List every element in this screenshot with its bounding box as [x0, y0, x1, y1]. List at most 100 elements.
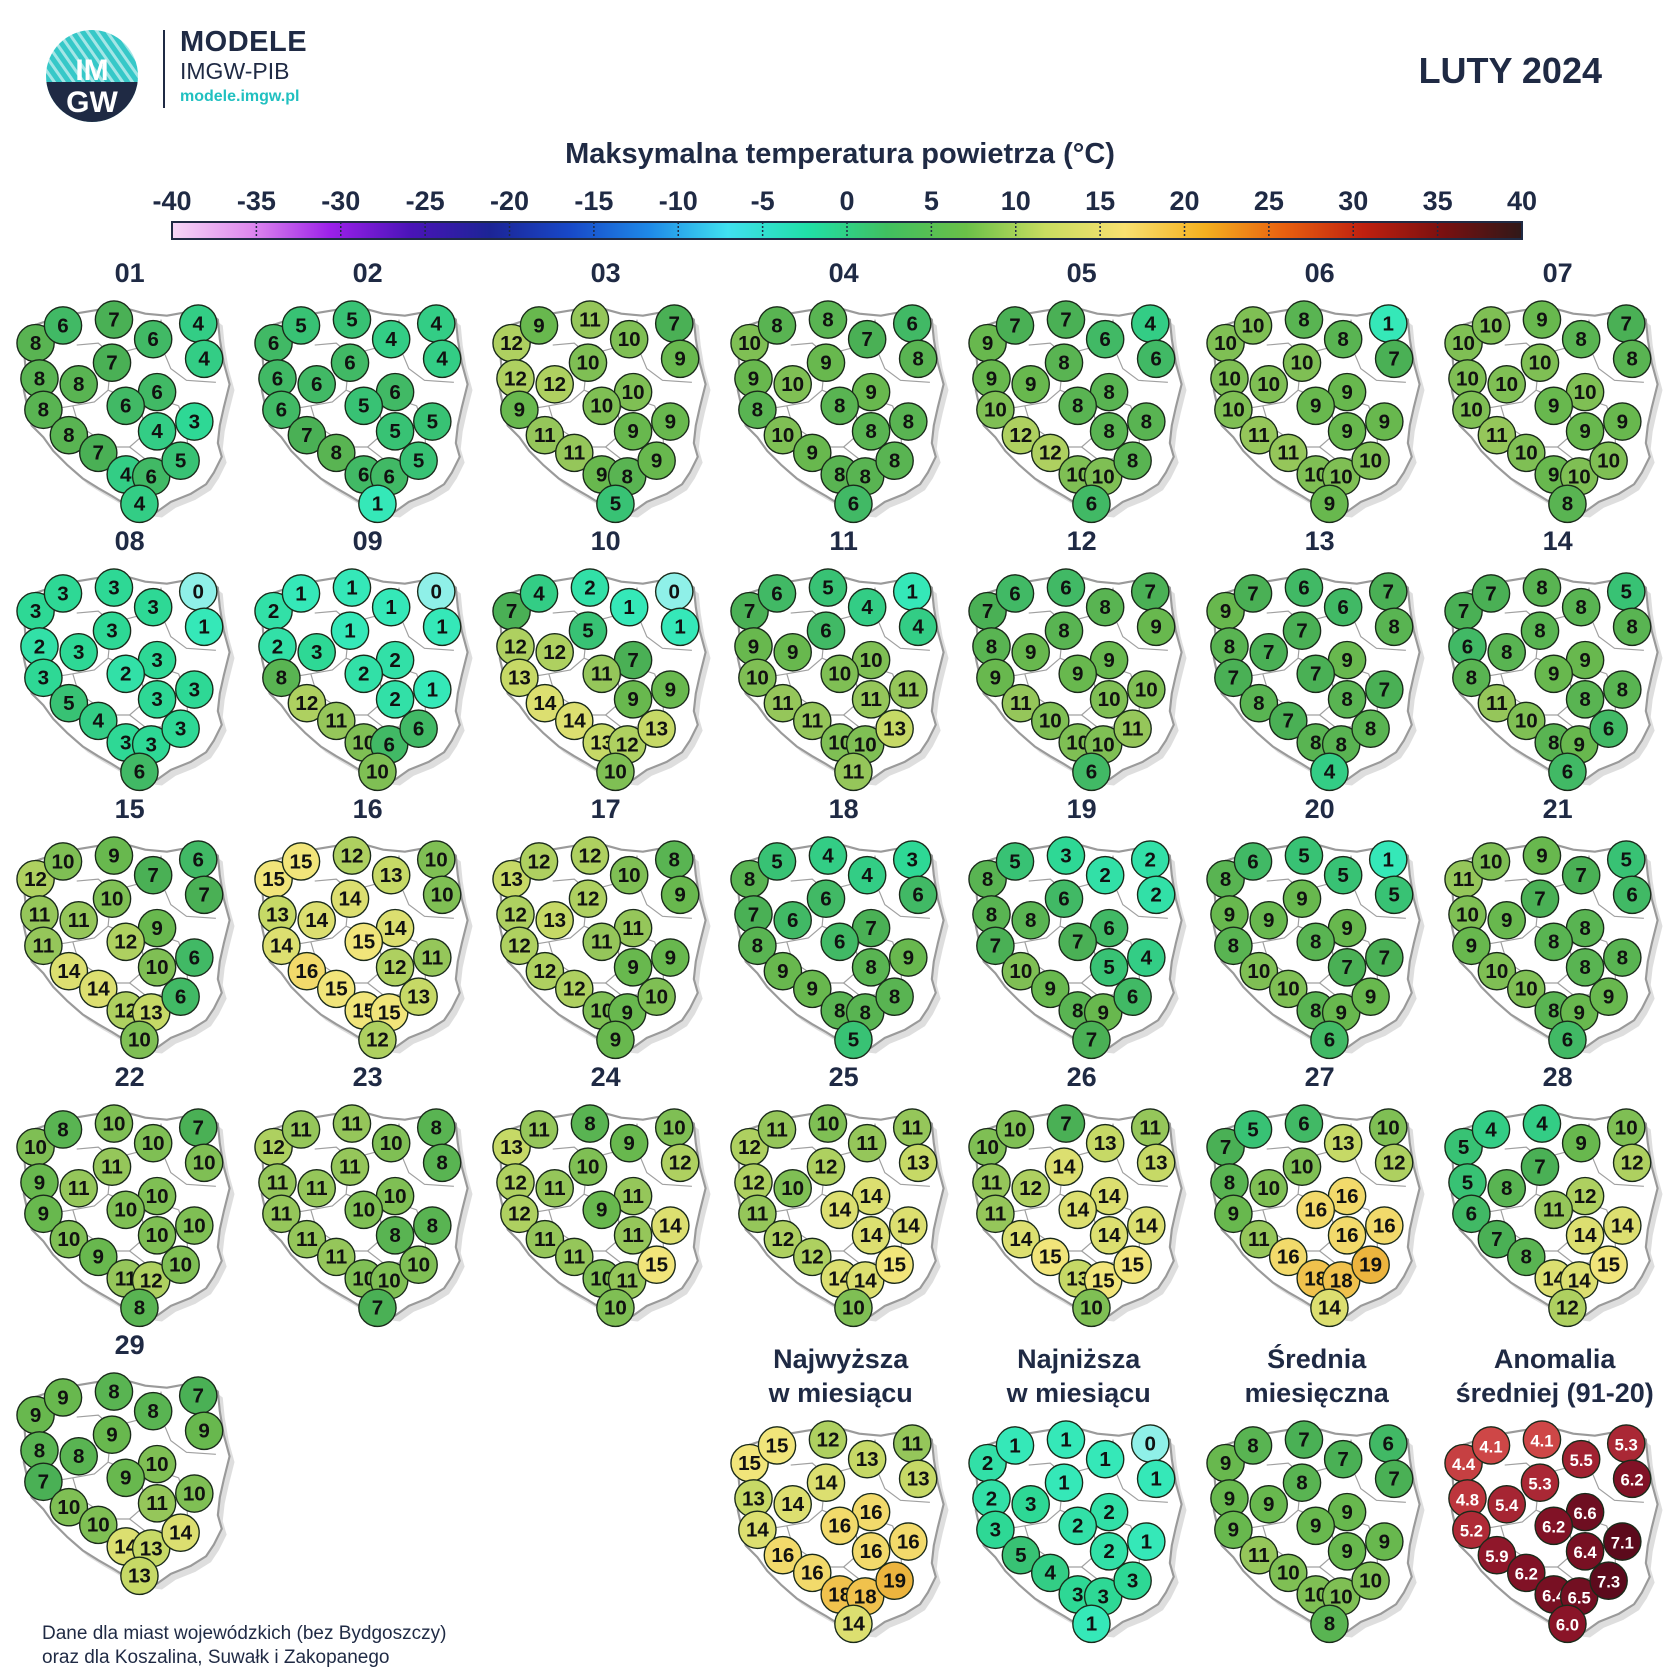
station-marker [1452, 390, 1491, 430]
station-value: 3 [108, 576, 119, 599]
station-marker [889, 1522, 928, 1561]
station-marker [738, 658, 777, 698]
station-marker [316, 1237, 356, 1277]
logo-text-top: IM [75, 54, 108, 87]
station-value: 7 [990, 935, 1001, 958]
station-value: 8 [1365, 718, 1376, 741]
station-value: 11 [68, 909, 90, 932]
station-marker [995, 1426, 1035, 1465]
station-value: 13 [140, 1537, 163, 1560]
station-marker [375, 1216, 415, 1255]
station-marker [1044, 343, 1084, 383]
station-marker [1374, 1459, 1414, 1499]
station-marker [59, 1436, 98, 1476]
station-marker [519, 574, 559, 613]
station-value: 10 [146, 1453, 169, 1476]
station-value: 4 [198, 348, 210, 371]
station-marker [1565, 1532, 1605, 1571]
station-value: 8 [1575, 596, 1586, 619]
station-marker [413, 402, 452, 441]
station-value: 8 [1536, 576, 1547, 599]
day-label: 13 [1305, 526, 1335, 556]
station-value: 7 [1228, 667, 1239, 690]
station-value: 6 [268, 332, 279, 355]
colorbar-tick-label: 10 [1001, 186, 1031, 216]
station-marker [422, 339, 462, 379]
station-value: 9 [748, 367, 759, 390]
station-value: 11 [981, 1171, 1003, 1194]
station-marker [1589, 1561, 1628, 1601]
station-marker [1477, 683, 1517, 723]
station-marker [1233, 1110, 1273, 1149]
day-label: 03 [591, 258, 621, 288]
station-marker [1565, 680, 1605, 719]
station-value: 11 [33, 935, 55, 958]
station-value: 6 [272, 367, 283, 390]
station-marker [596, 1020, 635, 1060]
station-value: 1 [1060, 1428, 1071, 1451]
station-marker [1477, 951, 1517, 991]
station-value: 5 [1388, 884, 1399, 907]
station-marker [613, 412, 653, 451]
voivodeship-border [1588, 612, 1644, 651]
voivodeship-border [1477, 1174, 1539, 1215]
station-value: 10 [781, 373, 804, 396]
station-marker [358, 1288, 397, 1328]
voivodeship-border [160, 880, 216, 919]
station-marker [1284, 1420, 1324, 1459]
station-value: 11 [296, 1228, 318, 1251]
station-value: 3 [907, 848, 918, 871]
station-marker [806, 1463, 846, 1503]
day-label: 05 [1067, 258, 1097, 288]
station-value: 8 [73, 373, 84, 396]
station-value: 4 [912, 616, 924, 639]
station-value: 10 [1257, 373, 1280, 396]
station-marker [281, 306, 321, 345]
station-marker [1214, 390, 1253, 430]
station-marker [1561, 319, 1601, 359]
station-value: 8 [147, 1400, 158, 1423]
station-marker [851, 1216, 891, 1255]
station-marker [94, 300, 134, 339]
station-value: 10 [1304, 1583, 1327, 1606]
station-value: 10 [1495, 373, 1518, 396]
station-value: 14 [169, 1522, 192, 1545]
station-value: 11 [622, 1224, 644, 1247]
station-value: 10 [1222, 399, 1245, 422]
station-marker [92, 343, 132, 383]
station-marker [137, 948, 177, 987]
station-value: 8 [752, 935, 763, 958]
day-label: 11 [829, 526, 858, 556]
station-value: 10 [746, 667, 769, 690]
voivodeship-border [1588, 1148, 1644, 1187]
station-marker [500, 390, 539, 430]
voivodeship-border [525, 1174, 587, 1215]
station-marker [1327, 412, 1367, 451]
station-value: 9 [1341, 649, 1352, 672]
station-marker [525, 683, 565, 723]
station-value: 8 [1099, 596, 1110, 619]
station-marker [297, 1168, 336, 1208]
station-value: 8 [276, 667, 287, 690]
station-marker [106, 922, 146, 962]
station-value: 8 [1626, 348, 1637, 371]
station-value: 12 [508, 1203, 531, 1226]
station-marker [1085, 1439, 1125, 1479]
brand-url[interactable]: modele.imgw.pl [180, 88, 300, 105]
station-value: 10 [828, 663, 851, 686]
station-value: 6 [311, 373, 322, 396]
station-value: 12 [24, 868, 47, 891]
station-marker [976, 926, 1015, 966]
station-marker [1233, 842, 1273, 881]
station-marker [1534, 1190, 1574, 1230]
station-value: 8 [1466, 667, 1477, 690]
station-marker [297, 900, 336, 940]
station-marker [49, 415, 89, 455]
station-marker [976, 1194, 1015, 1234]
station-value: 10 [590, 395, 613, 418]
summary-title-line-1: Najniższa [1017, 1344, 1141, 1374]
station-value: 12 [1019, 1177, 1042, 1200]
station-value: 14 [897, 1214, 920, 1237]
